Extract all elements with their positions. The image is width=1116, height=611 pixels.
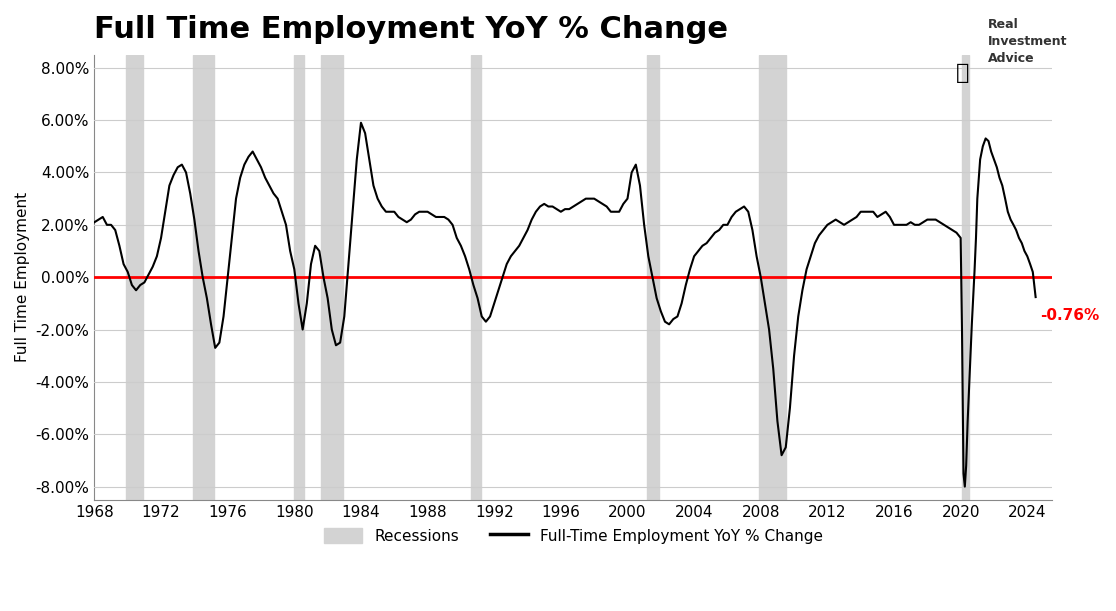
Bar	[193, 54, 214, 500]
Y-axis label: Full Time Employment: Full Time Employment	[15, 192, 30, 362]
Text: Real
Investment
Advice: Real Investment Advice	[988, 18, 1067, 65]
Bar	[321, 54, 343, 500]
Text: 🦅: 🦅	[956, 64, 969, 83]
Legend: Recessions, Full-Time Employment YoY % Change: Recessions, Full-Time Employment YoY % C…	[318, 522, 829, 550]
Bar	[647, 54, 660, 500]
Text: Full Time Employment YoY % Change: Full Time Employment YoY % Change	[95, 15, 729, 44]
Bar	[471, 54, 481, 500]
Text: -0.76%: -0.76%	[1040, 307, 1100, 323]
Bar	[759, 54, 786, 500]
Bar	[295, 54, 305, 500]
Bar	[962, 54, 969, 500]
Bar	[126, 54, 143, 500]
